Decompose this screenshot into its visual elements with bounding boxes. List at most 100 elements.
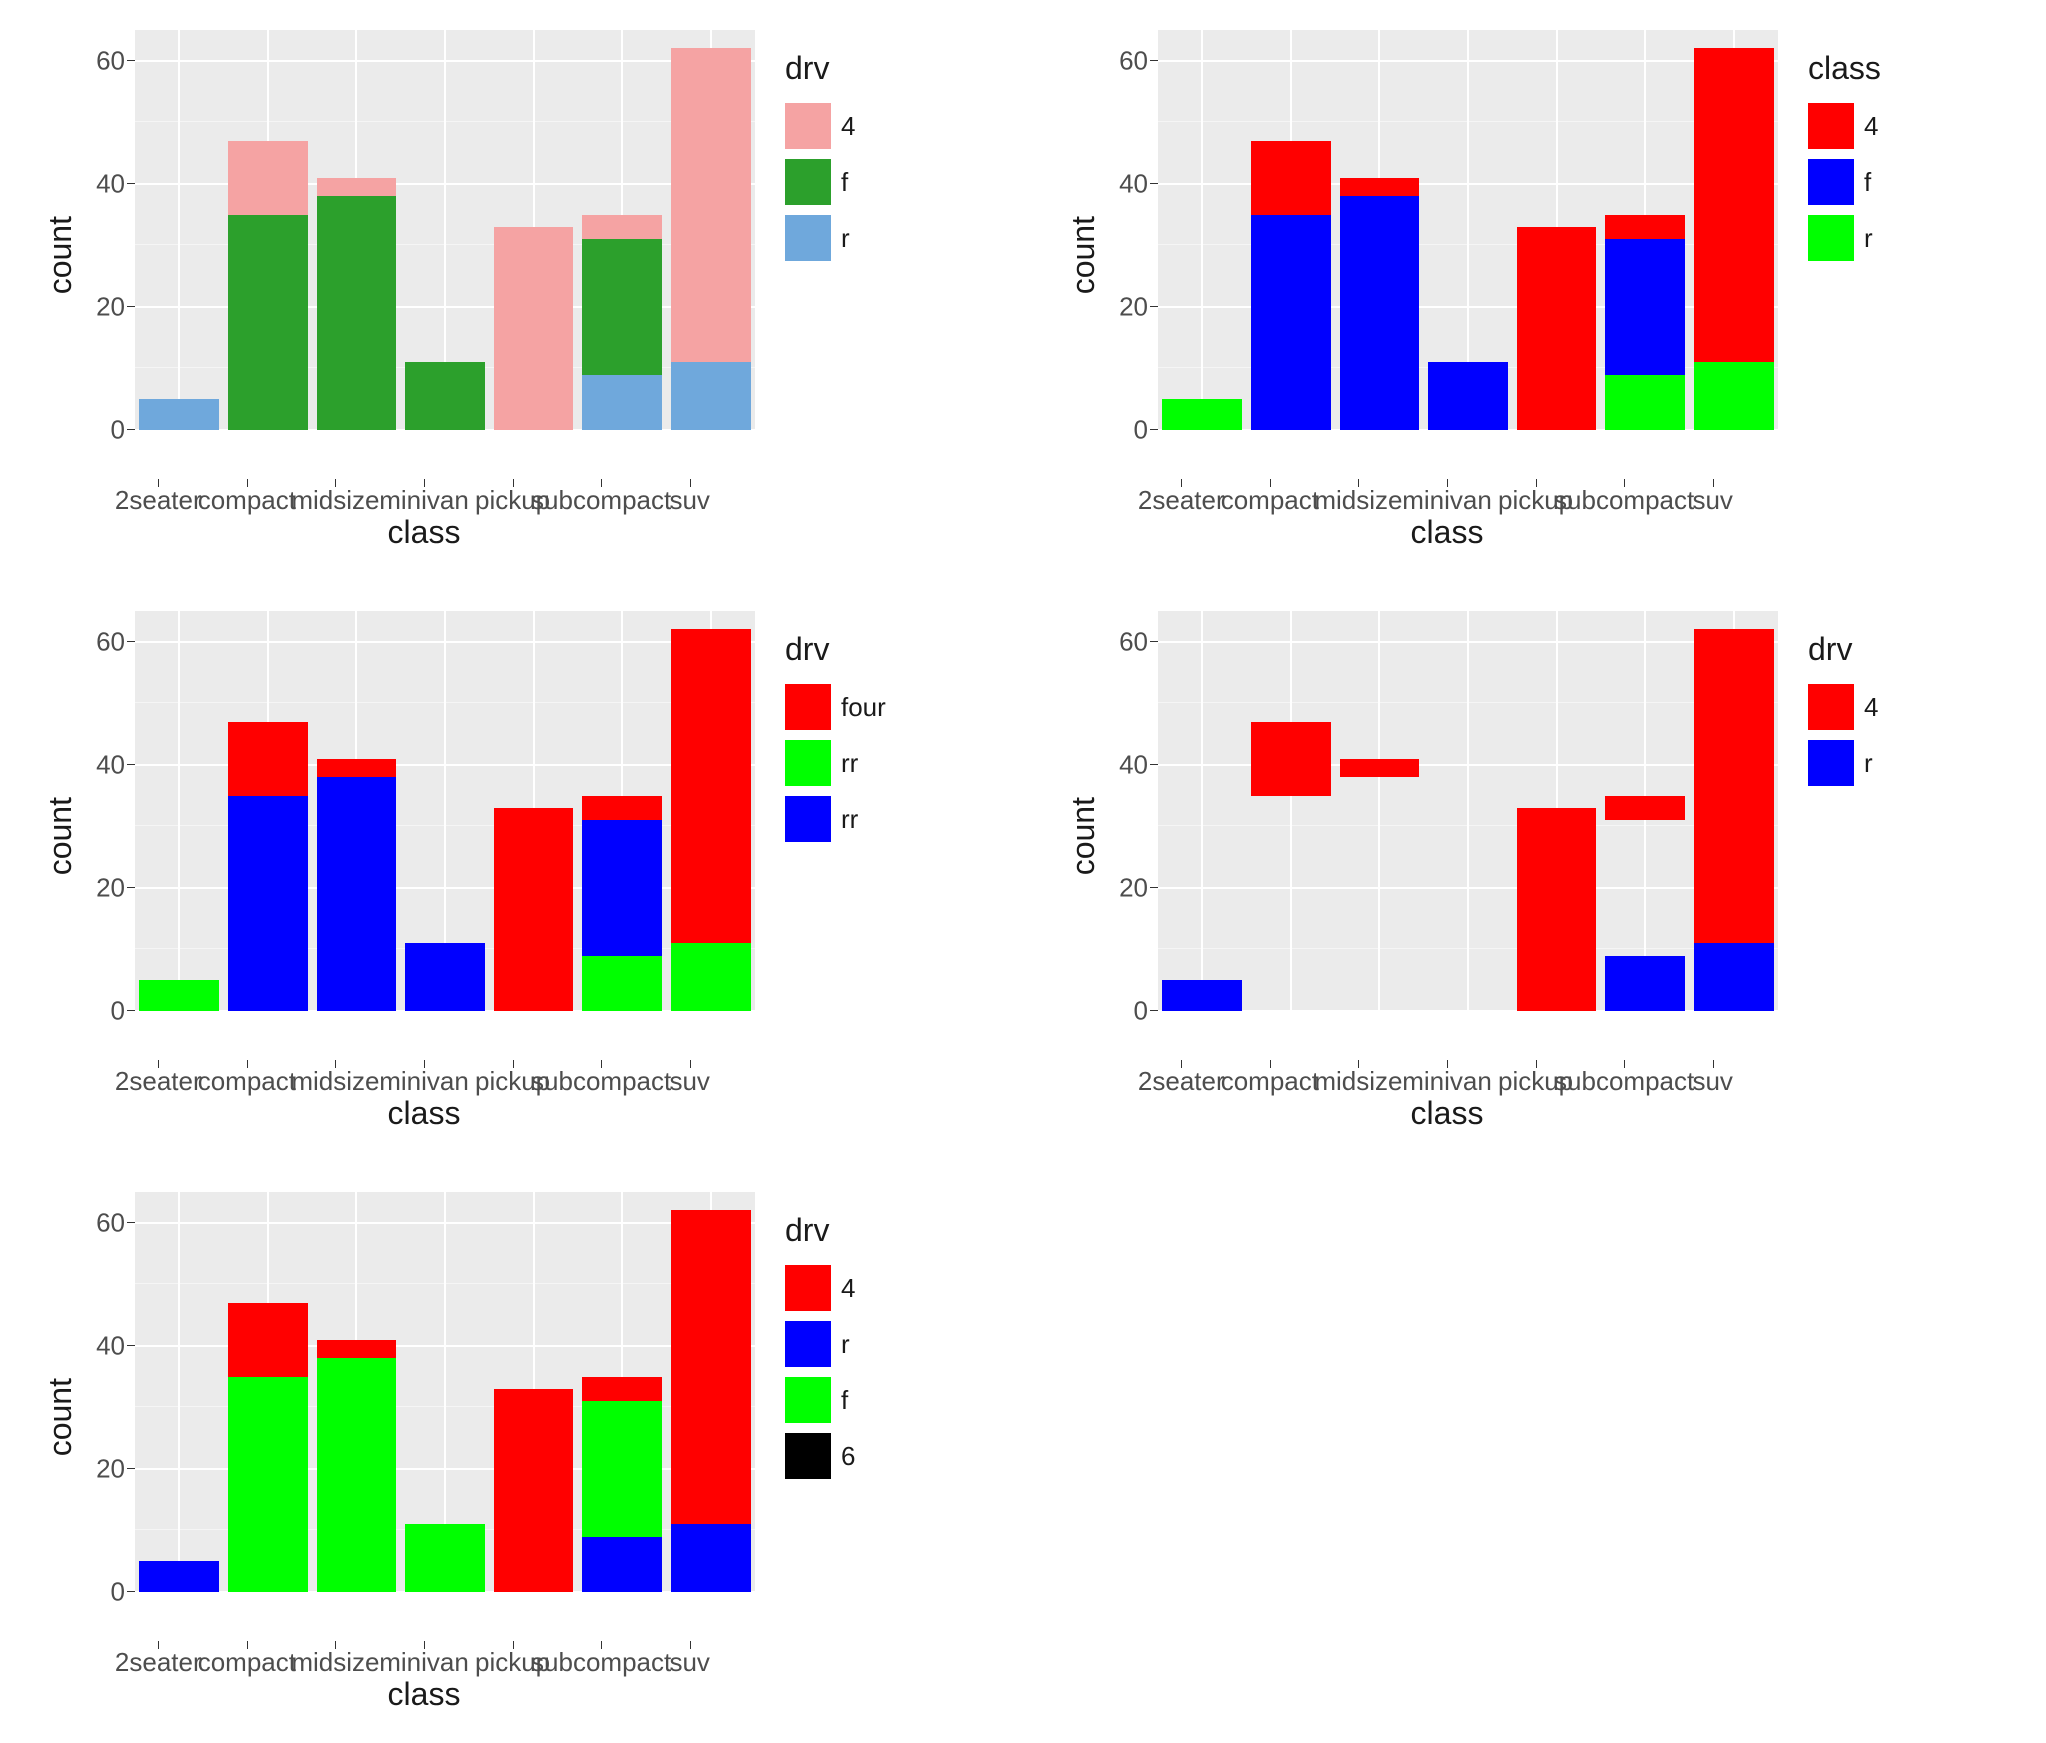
x-axis-title: class [114, 1676, 734, 1713]
x-tick-label: 2seater [1138, 1066, 1225, 1097]
bar-suv [671, 611, 751, 1011]
x-tick-label: suv [1692, 485, 1732, 516]
x-tick-label: minivan [379, 485, 469, 516]
x-axis-ticks: 2seatercompactmidsizeminivanpickupsubcom… [114, 1643, 734, 1674]
bar-segment-4 [1517, 808, 1597, 1011]
bar-subcompact [1605, 611, 1685, 1011]
y-tick-label: 60 [1119, 45, 1148, 76]
y-axis-title: count [40, 797, 79, 875]
bar-segment-f [228, 796, 308, 1011]
bar-segment-4 [671, 1210, 751, 1524]
x-tick-label: subcompact [531, 1647, 671, 1678]
bar-segment-4 [671, 48, 751, 362]
x-tick-label: suv [669, 1066, 709, 1097]
legend-swatch [785, 684, 831, 730]
panel-p1: count02040602seatercompactmidsizeminivan… [40, 30, 983, 551]
legend-title: drv [785, 1212, 855, 1249]
bar-segment-f [228, 1377, 308, 1592]
bar-segment-f [405, 943, 485, 1011]
bar-pickup [494, 611, 574, 1011]
y-tick-label: 40 [1119, 749, 1148, 780]
bar-suv [671, 30, 751, 430]
x-axis-title: class [114, 1095, 734, 1132]
legend-label: four [841, 692, 886, 723]
y-tick-label: 0 [111, 415, 125, 446]
legend: drv4r [1778, 611, 1878, 786]
bar-segment-r [582, 1537, 662, 1592]
bar-compact [228, 1192, 308, 1592]
y-axis-ticks: 0204060 [79, 611, 135, 1011]
bar-subcompact [582, 1192, 662, 1592]
y-tick-label: 20 [96, 872, 125, 903]
legend-item: r [785, 215, 855, 261]
x-tick-label: compact [198, 485, 296, 516]
legend-item: r [785, 1321, 855, 1367]
bar-minivan [405, 30, 485, 430]
legend-swatch [785, 215, 831, 261]
y-tick-label: 20 [1119, 291, 1148, 322]
x-axis-ticks: 2seatercompactmidsizeminivanpickupsubcom… [1137, 1062, 1757, 1093]
bar-midsize [317, 30, 397, 430]
y-tick-label: 0 [111, 996, 125, 1027]
bar-segment-r [1605, 956, 1685, 1011]
legend-item: f [1808, 159, 1881, 205]
bar-segment-f [317, 196, 397, 430]
legend-label: f [841, 1385, 848, 1416]
y-axis-ticks: 0204060 [1102, 30, 1158, 430]
x-tick-label: subcompact [1554, 1066, 1694, 1097]
legend-swatch [1808, 103, 1854, 149]
legend-item: four [785, 684, 886, 730]
bar-midsize [1340, 611, 1420, 1011]
x-tick-label: compact [1221, 485, 1319, 516]
x-tick-label: 2seater [115, 1647, 202, 1678]
bar-segment-4 [1605, 796, 1685, 821]
y-tick-label: 60 [96, 45, 125, 76]
bar-segment-4 [228, 1303, 308, 1377]
panel-p3: count02040602seatercompactmidsizeminivan… [40, 611, 983, 1132]
y-axis-ticks: 0204060 [79, 30, 135, 430]
x-tick-label: 2seater [115, 485, 202, 516]
y-tick-label: 40 [96, 749, 125, 780]
x-axis-ticks: 2seatercompactmidsizeminivanpickupsubcom… [1137, 481, 1757, 512]
bar-suv [671, 1192, 751, 1592]
x-tick-label: minivan [379, 1066, 469, 1097]
bar-segment-4 [228, 722, 308, 796]
x-tick-label: suv [669, 485, 709, 516]
bar-segment-4 [671, 629, 751, 943]
bar-segment-4 [228, 141, 308, 215]
legend-item: 6 [785, 1433, 855, 1479]
bar-segment-f [582, 239, 662, 374]
plot-area [135, 611, 755, 1011]
legend: drv 4 rf 6 [755, 1192, 855, 1479]
bar-segment-r [1605, 375, 1685, 430]
legend-label: f [841, 167, 848, 198]
legend-label: 4 [841, 1273, 855, 1304]
legend-label: rr [841, 804, 858, 835]
bar-segment-r [671, 1524, 751, 1592]
x-axis-title: class [1137, 1095, 1757, 1132]
legend-swatch [1808, 740, 1854, 786]
bar-segment-f [405, 1524, 485, 1592]
y-tick-label: 60 [1119, 626, 1148, 657]
x-tick-label: minivan [1402, 485, 1492, 516]
bar-compact [228, 611, 308, 1011]
legend-label: r [841, 223, 850, 254]
bar-segment-4 [1340, 759, 1420, 777]
bar-segment-4 [317, 1340, 397, 1358]
legend-label: r [1864, 223, 1873, 254]
bar-segment-r [139, 1561, 219, 1592]
legend-swatch [785, 103, 831, 149]
x-tick-label: subcompact [531, 485, 671, 516]
x-tick-label: midsize [291, 1647, 379, 1678]
bar-pickup [1517, 30, 1597, 430]
y-tick-label: 40 [1119, 168, 1148, 199]
bar-segment-r [582, 956, 662, 1011]
bar-midsize [1340, 30, 1420, 430]
bar-pickup [494, 30, 574, 430]
legend-label: 4 [1864, 692, 1878, 723]
bar-segment-f [317, 777, 397, 1011]
bar-segment-r [1694, 943, 1774, 1011]
bar-pickup [1517, 611, 1597, 1011]
bar-compact [1251, 611, 1331, 1011]
bar-segment-r [139, 980, 219, 1011]
